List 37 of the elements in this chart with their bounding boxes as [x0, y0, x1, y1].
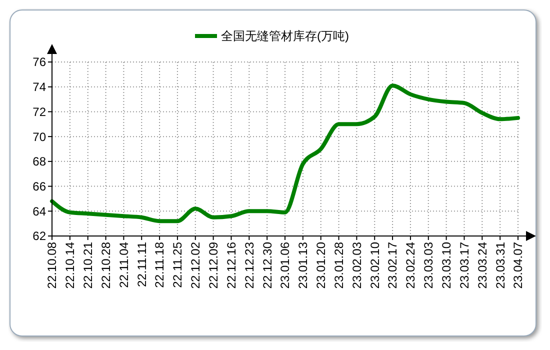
- x-tick-label: 22.11.11: [134, 242, 149, 287]
- y-tick-label: 76: [32, 55, 46, 70]
- x-tick-label: 22.11.04: [116, 242, 131, 288]
- x-tick-label: 23.01.28: [332, 242, 346, 289]
- x-tick-label: 23.02.03: [350, 242, 364, 289]
- y-tick-label: 74: [32, 80, 46, 94]
- x-tick-label: 22.11.18: [152, 242, 167, 288]
- x-tick-label: 22.11.25: [170, 242, 185, 288]
- x-tick-label: 23.01.20: [314, 242, 328, 289]
- x-tick-label: 22.12.30: [260, 242, 274, 289]
- y-tick-label: 64: [32, 204, 46, 218]
- y-tick-label: 66: [32, 179, 46, 194]
- line-series: [50, 84, 520, 224]
- x-tick-label: 23.03.24: [475, 242, 490, 289]
- y-tick-label: 62: [32, 229, 46, 244]
- x-tick-label: 23.02.17: [386, 242, 400, 289]
- x-tick-label: 23.03.03: [422, 242, 436, 289]
- x-tick-label: 22.10.08: [45, 242, 60, 289]
- x-tick-label: 22.10.14: [63, 242, 78, 289]
- y-tick-label: 70: [32, 130, 46, 144]
- x-tick-label: 22.12.23: [242, 242, 256, 289]
- x-tick-label: 22.10.28: [98, 242, 113, 289]
- x-tick-label: 23.02.24: [404, 242, 418, 289]
- x-tick-label: 22.12.02: [188, 242, 203, 289]
- x-tick-label: 23.02.10: [368, 242, 382, 289]
- x-tick-label: 22.12.16: [224, 242, 238, 289]
- legend-label: 全国无缝管材库存(万吨): [221, 29, 349, 44]
- x-tick-label: 23.03.31: [493, 242, 508, 289]
- x-tick-label: 22.12.09: [206, 242, 221, 289]
- x-tick-label: 23.01.06: [278, 242, 292, 289]
- x-tick-label: 23.01.13: [296, 242, 310, 289]
- x-tick-label: 23.03.10: [440, 242, 454, 289]
- y-tick-label: 72: [32, 104, 46, 119]
- x-tick-label: 22.10.21: [81, 242, 96, 289]
- y-tick-label: 68: [32, 154, 46, 169]
- x-tick-label: 23.04.07: [511, 242, 526, 289]
- x-tick-label: 23.03.17: [457, 242, 472, 289]
